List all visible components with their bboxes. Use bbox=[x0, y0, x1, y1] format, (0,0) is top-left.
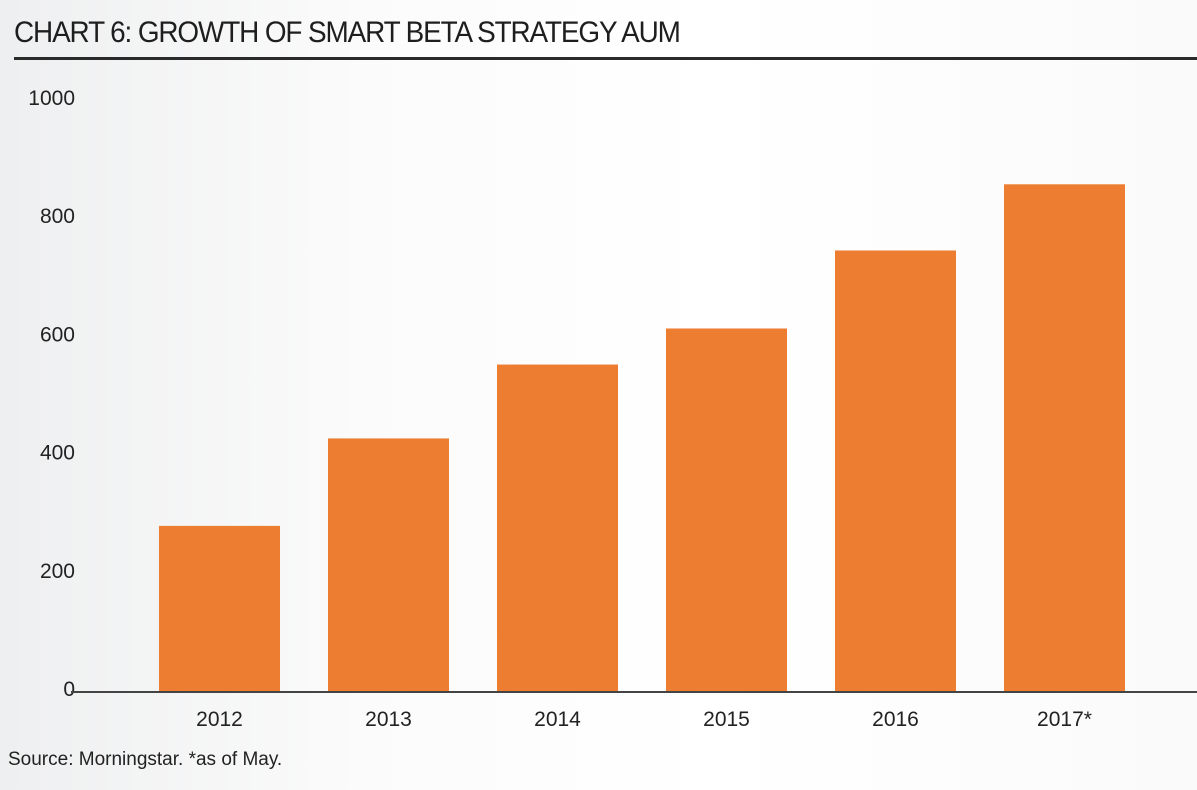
bar-2014 bbox=[497, 364, 618, 692]
y-tick-label: 200 bbox=[40, 560, 75, 583]
y-axis: 0 200 400 600 800 1000 bbox=[28, 87, 75, 701]
bar-2017 bbox=[1004, 184, 1125, 692]
x-tick-label: 2015 bbox=[703, 708, 750, 731]
y-tick-label: 400 bbox=[40, 442, 75, 465]
bar-2013 bbox=[328, 438, 449, 692]
bars bbox=[159, 184, 1125, 692]
y-tick-label: 800 bbox=[40, 205, 75, 228]
title-rule bbox=[14, 57, 1197, 60]
chart-title: CHART 6: GROWTH OF SMART BETA STRATEGY A… bbox=[14, 16, 681, 49]
bar-2015 bbox=[666, 328, 787, 692]
x-tick-label: 2017* bbox=[1037, 708, 1092, 731]
bar-2016 bbox=[835, 250, 956, 692]
x-tick-label: 2016 bbox=[872, 708, 919, 731]
y-tick-label: 0 bbox=[63, 678, 75, 701]
y-tick-label: 600 bbox=[40, 323, 75, 346]
x-tick-label: 2013 bbox=[365, 708, 412, 731]
x-axis: 2012 2013 2014 2015 2016 2017* bbox=[196, 708, 1092, 731]
x-tick-label: 2012 bbox=[196, 708, 243, 731]
x-tick-label: 2014 bbox=[534, 708, 581, 731]
bar-2012 bbox=[159, 525, 280, 692]
y-tick-label: 1000 bbox=[28, 87, 75, 110]
source-note: Source: Morningstar. *as of May. bbox=[8, 749, 283, 770]
